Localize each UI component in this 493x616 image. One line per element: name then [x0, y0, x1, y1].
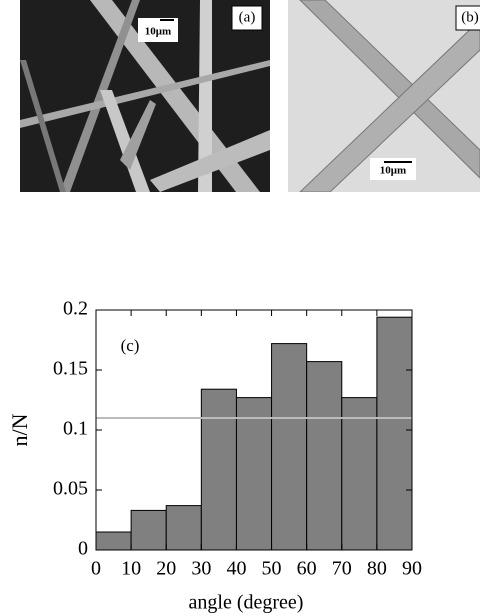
micrograph-a: 10μm (a)	[20, 0, 270, 192]
y-tick-label: 0.2	[63, 298, 88, 320]
panel-label: (a)	[239, 9, 256, 25]
bar	[165, 505, 202, 551]
x-tick-label: 10	[121, 558, 141, 580]
bar	[200, 388, 237, 551]
bar	[271, 343, 308, 551]
x-tick-label: 30	[191, 558, 211, 580]
micrograph-b: 10μm (b)	[288, 0, 480, 192]
bar	[130, 509, 167, 551]
panel-label: (b)	[461, 9, 479, 25]
x-tick-label: 70	[332, 558, 352, 580]
x-tick-label: 50	[262, 558, 282, 580]
x-tick-label: 60	[297, 558, 317, 580]
x-tick-label: 40	[226, 558, 246, 580]
x-tick-label: 80	[367, 558, 387, 580]
y-tick-label: 0	[78, 538, 88, 560]
annotation: (c)	[121, 336, 140, 355]
x-tick-label: 0	[91, 558, 101, 580]
x-tick-label: 90	[402, 558, 422, 580]
y-tick-label: 0.1	[63, 418, 88, 440]
bar	[235, 397, 273, 551]
bar	[341, 397, 378, 551]
y-tick-label: 0.05	[53, 478, 88, 500]
bar	[306, 361, 343, 551]
bar	[95, 531, 132, 551]
scale-label: 10μm	[145, 26, 171, 38]
x-tick-label: 20	[156, 558, 176, 580]
x-axis-label: angle (degree)	[189, 592, 304, 614]
scale-label: 10μm	[380, 165, 406, 177]
bar	[376, 316, 413, 551]
y-tick-label: 0.15	[53, 358, 88, 380]
y-axis-label: n/N	[7, 413, 32, 446]
